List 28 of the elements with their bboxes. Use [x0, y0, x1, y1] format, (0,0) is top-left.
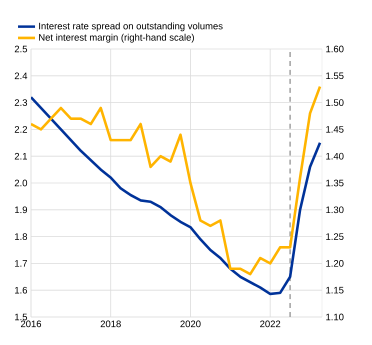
y-tick-label: 2.4 — [14, 72, 28, 80]
x-tick-label: 2022 — [260, 320, 280, 328]
y-tick-label: 1.9 — [15, 206, 28, 214]
legend-label: Net interest margin (right-hand scale) — [39, 34, 194, 43]
y2-tick-label: 1.35 — [326, 180, 344, 186]
legend-label: Interest rate spread on outstanding volumes — [39, 22, 223, 32]
y-tick-label: 1.7 — [15, 260, 28, 267]
y-tick-label: 2.0 — [14, 180, 28, 186]
y-tick-label: 1.8 — [15, 233, 28, 240]
y-tick-label: 1.6 — [15, 286, 28, 294]
y2-tick-label: 1.15 — [326, 286, 344, 294]
y2-tick-label: 1.45 — [326, 126, 344, 133]
y2-tick-label: 1.30 — [326, 206, 344, 214]
y2-tick-label: 1.60 — [326, 46, 344, 52]
y-tick-label: 2.2 — [14, 126, 28, 133]
y2-tick-label: 1.55 — [326, 72, 344, 80]
y-tick-label: 2.3 — [14, 99, 28, 106]
x-tick-label: 2016 — [20, 320, 42, 328]
x-tick-label: 2018 — [100, 320, 121, 328]
y-tick-label: 2.5 — [14, 46, 28, 52]
y2-tick-label: 1.10 — [326, 314, 344, 320]
y2-tick-label: 1.40 — [326, 152, 344, 160]
y2-tick-label: 1.20 — [326, 260, 344, 267]
y2-tick-label: 1.50 — [326, 99, 344, 106]
y-tick-label: 1.5 — [15, 314, 28, 320]
x-tick-label: 2020 — [180, 320, 201, 328]
y2-tick-label: 1.25 — [326, 233, 344, 240]
y-tick-label: 2.1 — [14, 152, 28, 160]
